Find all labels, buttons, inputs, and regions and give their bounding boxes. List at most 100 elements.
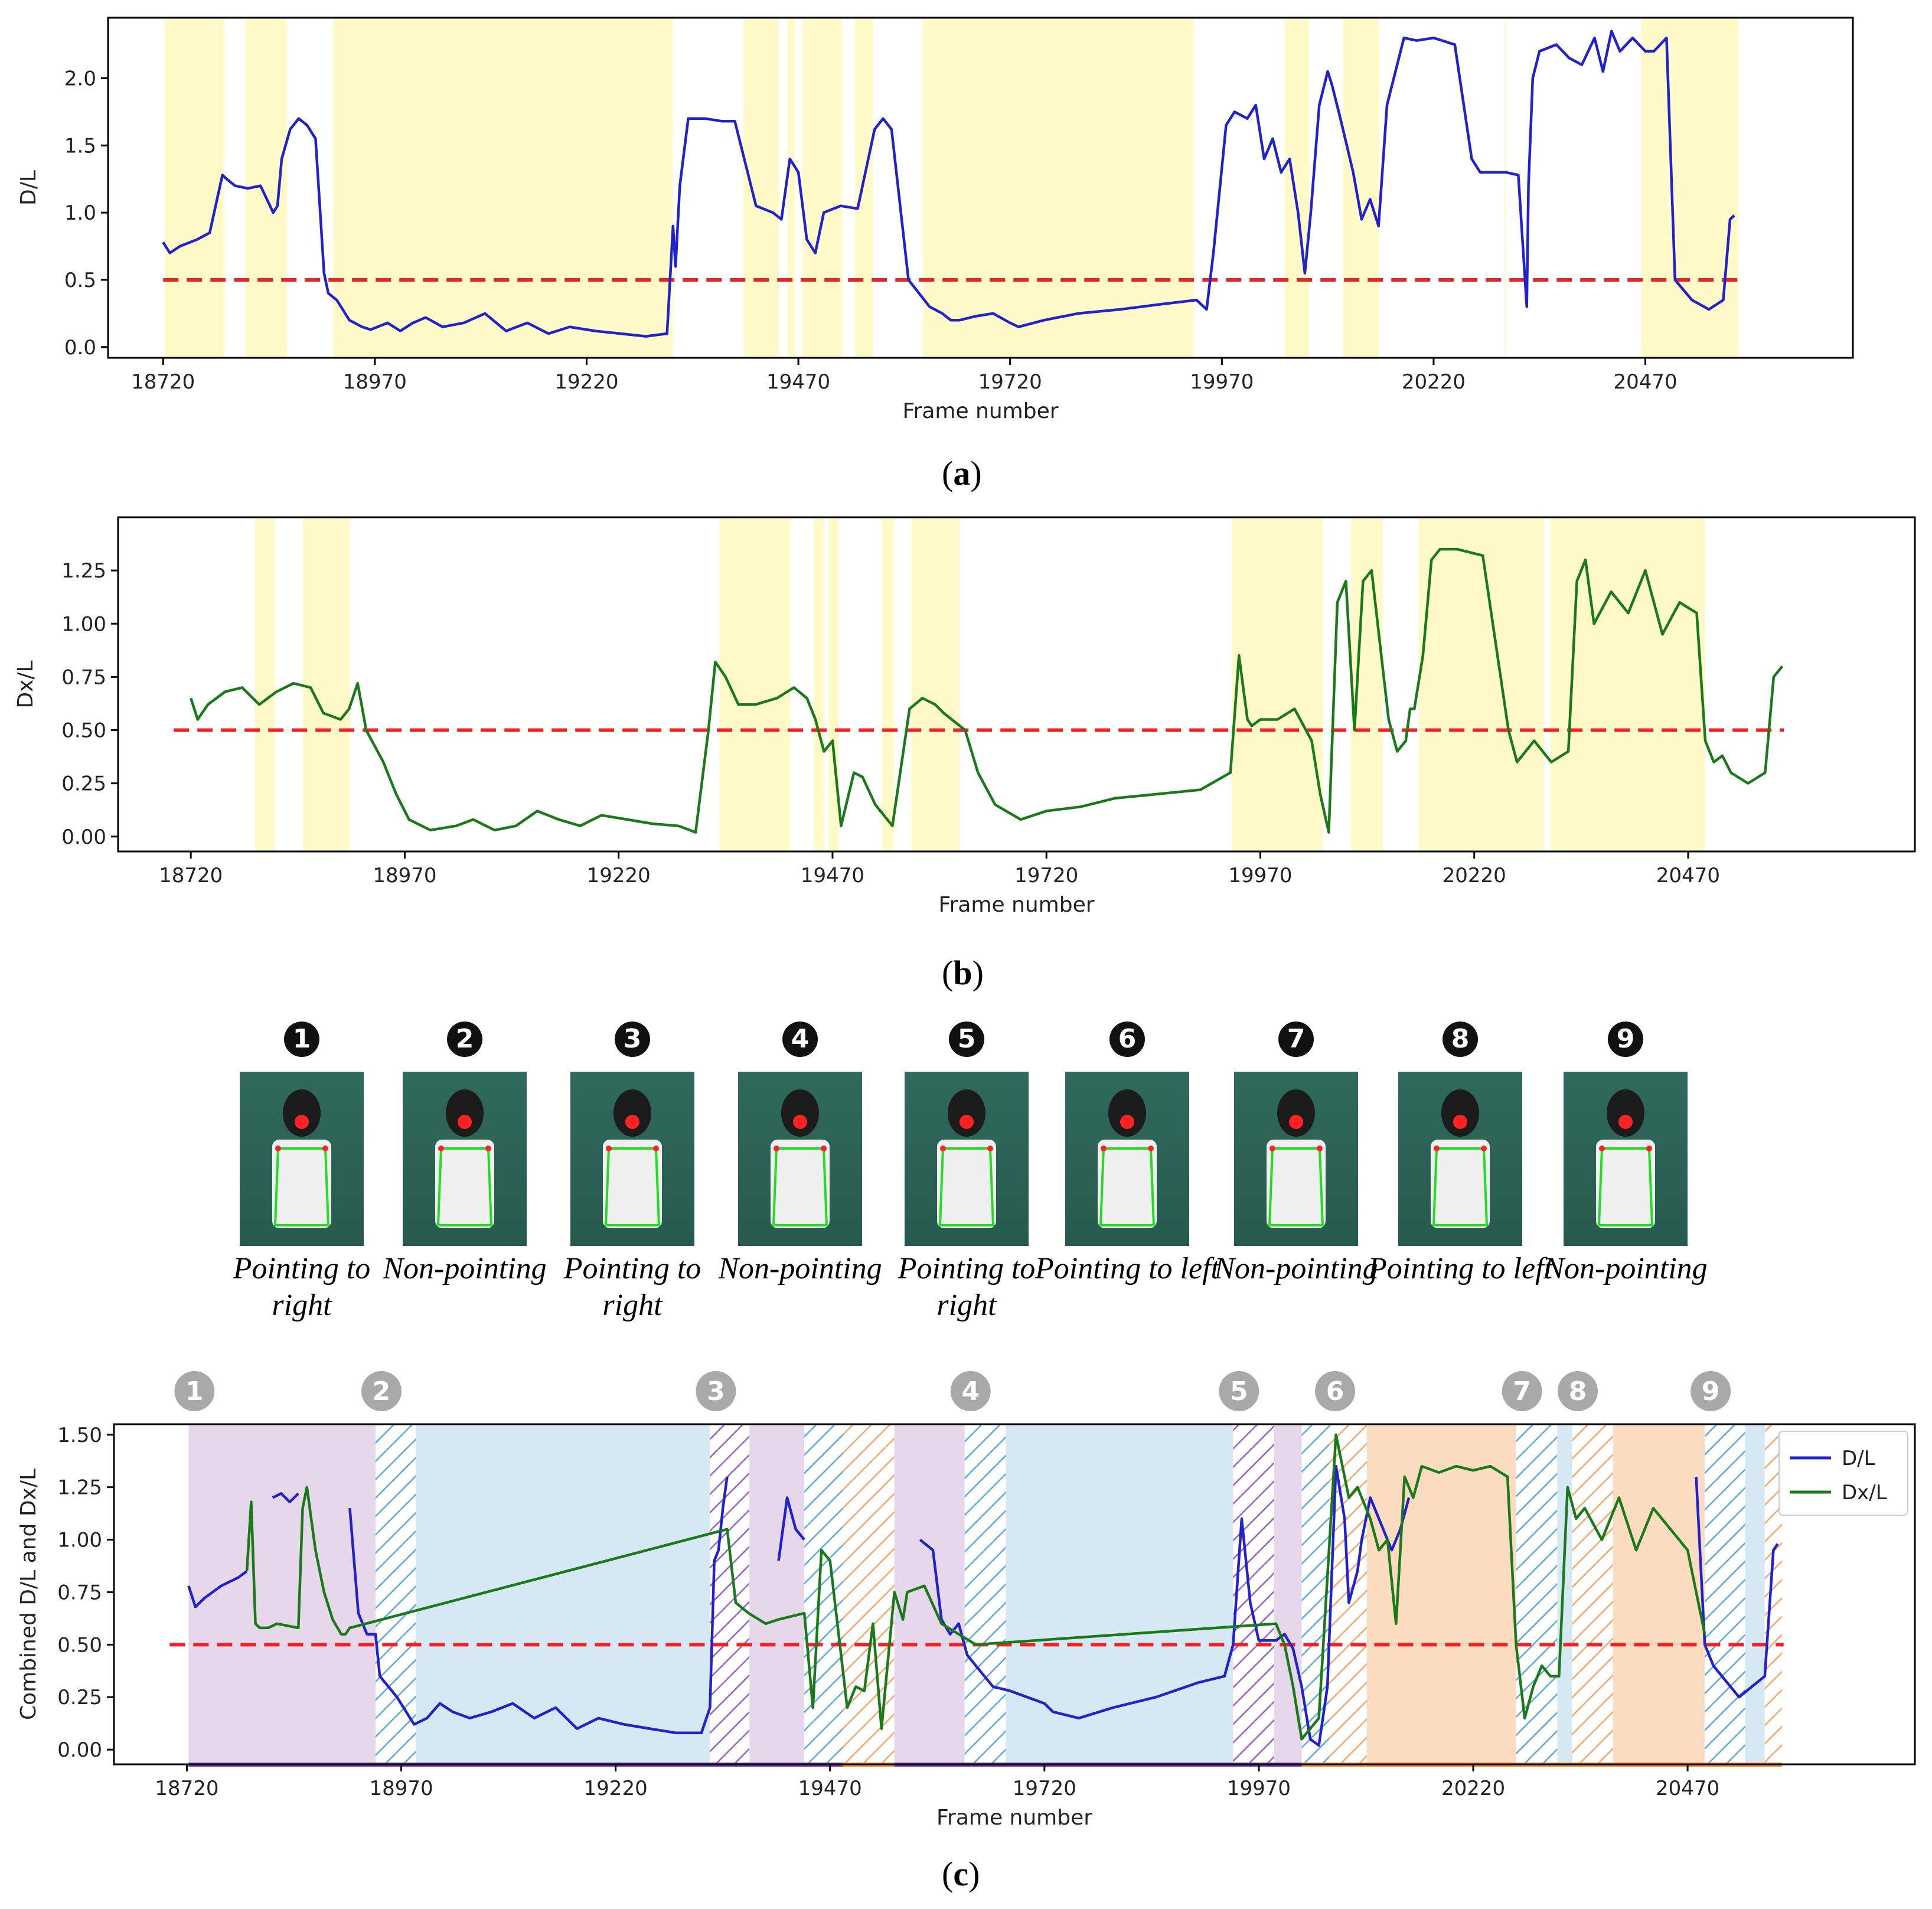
- state-region-pointing-right: [749, 1424, 805, 1764]
- shaded-region: [802, 18, 843, 358]
- shaded-region: [814, 517, 824, 851]
- shaded-region: [787, 18, 795, 358]
- shaded-region: [1418, 517, 1545, 851]
- shaded-region: [1641, 18, 1739, 358]
- state-region-non-pointing: [1516, 1424, 1558, 1764]
- pose-caption: Pointing to right: [563, 1252, 701, 1322]
- pose-photo: [240, 1072, 364, 1246]
- pose-caption: Non-pointing: [718, 1252, 882, 1285]
- state-region-non-pointing: [1557, 1424, 1572, 1764]
- y-tick-label: 0.00: [61, 825, 106, 849]
- y-tick-label: 2.0: [64, 67, 96, 90]
- state-badge-5: 5: [1219, 1371, 1259, 1411]
- x-tick-label: 19720: [1013, 1777, 1076, 1800]
- shaded-region: [1343, 18, 1380, 358]
- state-badge-circle: [1219, 1371, 1259, 1411]
- x-tick-label: 20470: [1613, 370, 1677, 394]
- panel-label-c: (c): [942, 1855, 980, 1893]
- shaded-region: [882, 517, 895, 851]
- pose-badge-5: 5: [949, 1022, 984, 1057]
- state-badge-2: 2: [361, 1371, 402, 1411]
- y-tick-label: 0.50: [57, 1633, 102, 1657]
- pose-badge-6: 6: [1109, 1022, 1145, 1057]
- shaded-region: [1284, 18, 1310, 358]
- x-tick-label: 19970: [1228, 864, 1292, 887]
- state-badge-9: 9: [1690, 1371, 1731, 1411]
- y-axis-label: D/L: [17, 170, 41, 205]
- pose-photo: [1564, 1072, 1688, 1246]
- y-tick-label: 1.5: [64, 134, 96, 158]
- legend-box: [1778, 1431, 1908, 1516]
- state-badge-circle: [174, 1371, 215, 1411]
- pose-caption: Pointing to left: [1035, 1252, 1219, 1285]
- y-tick-label: 1.00: [57, 1529, 102, 1552]
- pose-caption: Pointing to left: [1368, 1252, 1552, 1285]
- pose-badge-2: 2: [447, 1022, 482, 1057]
- y-tick-label: 0.25: [57, 1686, 102, 1709]
- shaded-region: [828, 517, 839, 851]
- shaded-region: [1505, 18, 1506, 358]
- state-badge-circle: [1558, 1371, 1598, 1411]
- y-tick-label: 0.50: [61, 719, 106, 743]
- y-axis-label: Dx/L: [14, 660, 38, 708]
- pose-badge-7: 7: [1278, 1022, 1314, 1057]
- state-badge-3: 3: [696, 1371, 736, 1411]
- pose-caption: Pointing to right: [233, 1252, 371, 1322]
- plot-frame: [107, 17, 1854, 359]
- x-tick-label: 19720: [1014, 864, 1078, 887]
- x-tick-label: 19220: [554, 370, 618, 394]
- shaded-region: [1550, 517, 1705, 851]
- legend: D/L Dx/L: [1778, 1431, 1908, 1516]
- x-axis-label: Frame number: [936, 1806, 1092, 1830]
- state-badge-circle: [950, 1371, 991, 1411]
- state-badge-circle: [1690, 1371, 1731, 1411]
- y-tick-label: 1.00: [61, 612, 106, 636]
- shaded-region: [165, 18, 224, 358]
- x-tick-label: 19220: [587, 864, 651, 887]
- shaded-region: [855, 18, 873, 358]
- x-tick-label: 18970: [369, 1777, 433, 1800]
- state-region-pointing-right: [188, 1424, 376, 1764]
- state-badge-label: 4: [961, 1376, 980, 1407]
- chart-c: 1 2 3 4 5 6 7 8 9 18720 18970 19220 19470 19720 19970 2…: [17, 1371, 1916, 1830]
- x-axis-label: Frame number: [938, 893, 1094, 917]
- state-badge-label: 3: [707, 1376, 725, 1407]
- state-badge-1: 1: [174, 1371, 215, 1411]
- x-tick-label: 19970: [1190, 370, 1254, 394]
- y-tick-label: 0.25: [61, 772, 106, 796]
- y-tick-label: 1.25: [61, 559, 106, 583]
- series-group: [190, 547, 1784, 834]
- pose-photo: [1065, 1072, 1189, 1246]
- state-badge-6: 6: [1315, 1371, 1356, 1411]
- pose-photo: [738, 1072, 862, 1246]
- state-region-pointing-left: [1366, 1424, 1516, 1764]
- state-region-pointing-right: [1233, 1424, 1275, 1764]
- panel-label-b: (b): [942, 954, 984, 992]
- pose-caption: Non-pointing: [383, 1252, 547, 1285]
- x-tick-label: 18970: [373, 864, 436, 887]
- panel-label-a: (a): [942, 454, 982, 492]
- state-badge-label: 1: [185, 1376, 204, 1407]
- chart-a: 18720 18970 19220 19470 19720 19970 20220 20470…: [17, 17, 1854, 423]
- state-badge-4: 4: [950, 1371, 991, 1411]
- legend-label-D/L: D/L: [1842, 1447, 1875, 1470]
- pose-photo: [1234, 1072, 1358, 1246]
- x-tick-label: 20470: [1656, 1777, 1719, 1800]
- state-badge-label: 6: [1326, 1376, 1344, 1407]
- chart-b: 18720 18970 19220 19470 19720 19970 20220 20470…: [14, 516, 1916, 917]
- state-badge-8: 8: [1558, 1371, 1598, 1411]
- pose-photo: [570, 1072, 694, 1246]
- x-tick-label: 19220: [584, 1777, 648, 1800]
- series-line-Dx/L: [245, 1433, 1706, 1741]
- y-tick-label: 1.0: [64, 201, 96, 225]
- x-tick-label: 19470: [798, 1777, 862, 1800]
- shaded-region: [719, 517, 791, 851]
- state-region-pointing-left: [843, 1424, 895, 1764]
- series-line-D/L: [162, 30, 1735, 338]
- x-tick-label: 20220: [1402, 370, 1466, 394]
- series-group: [187, 1433, 1779, 1747]
- pose-photo: [905, 1072, 1029, 1246]
- legend-label-Dx/L: Dx/L: [1842, 1481, 1887, 1505]
- shaded-region: [922, 18, 1194, 358]
- pose-badge-3: 3: [615, 1022, 650, 1057]
